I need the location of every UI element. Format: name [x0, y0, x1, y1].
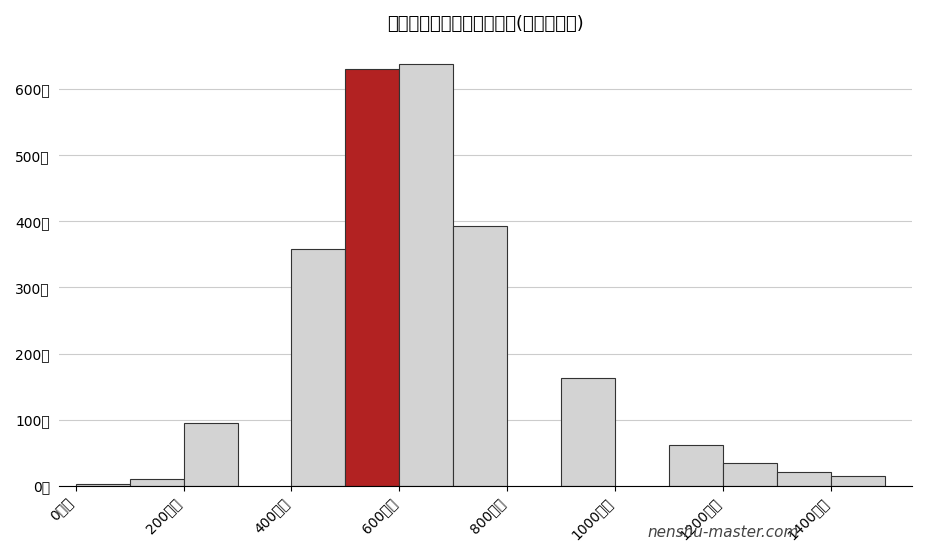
Bar: [130, 479, 184, 486]
Bar: [777, 472, 832, 486]
Bar: [400, 64, 453, 486]
Title: いなげやの年収ポジション(関東地方内): いなげやの年収ポジション(関東地方内): [387, 15, 584, 33]
Bar: [346, 69, 400, 486]
Bar: [291, 249, 346, 486]
Bar: [561, 378, 616, 486]
Bar: [184, 423, 237, 486]
Bar: [832, 476, 885, 486]
Bar: [453, 226, 507, 486]
Bar: [76, 483, 130, 486]
Text: nenshu-master.com: nenshu-master.com: [647, 525, 799, 540]
Bar: [669, 444, 723, 486]
Bar: [723, 462, 777, 486]
